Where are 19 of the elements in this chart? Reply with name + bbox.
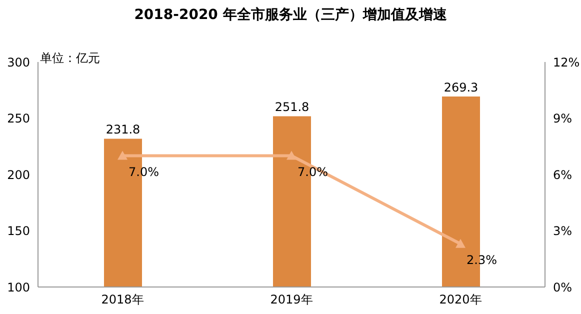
data-label: 231.8 [106, 122, 140, 137]
x-tick-label: 2019年 [270, 292, 313, 307]
x-tick-label: 2018年 [101, 292, 144, 307]
y2-tick-label: 12% [553, 55, 580, 70]
y-tick-label: 150 [7, 224, 30, 238]
y-tick-label: 200 [7, 168, 30, 182]
chart-title: 2018-2020 年全市服务业（三产）增加值及增速 [133, 6, 448, 24]
annotation: 单位：亿元 [40, 50, 100, 67]
y2-tick-label: 0% [553, 280, 572, 294]
y-tick-label: 300 [7, 55, 30, 70]
data-label: 269.3 [444, 80, 478, 95]
y-tick-label: 100 [7, 280, 30, 294]
y-tick-label: 250 [7, 112, 30, 126]
y2-tick-label: 3% [553, 224, 572, 238]
x-tick-label: 2020年 [439, 292, 482, 307]
y2-tick-label: 6% [553, 168, 572, 182]
data-label: 251.8 [274, 100, 310, 114]
data-label: 7.0% [298, 165, 328, 180]
y2-tick-label: 9% [553, 112, 572, 126]
